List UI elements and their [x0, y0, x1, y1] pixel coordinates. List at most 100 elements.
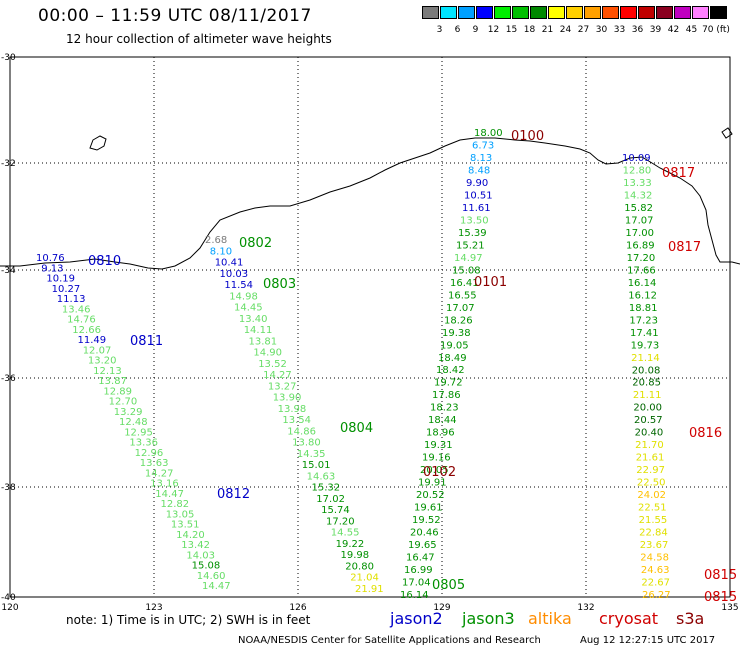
lat-lon-grid [10, 57, 730, 597]
wave-height-label: 13.20 [88, 356, 117, 367]
pass-label: 0815 [704, 590, 737, 605]
altimeter-tracks: 10.769.1310.1910.2711.1313.4614.7612.661… [36, 128, 671, 601]
pass-label: 0805 [432, 578, 465, 593]
legend-swatch [656, 6, 673, 19]
wave-height-label: 14.90 [253, 348, 282, 359]
wave-height-label: 10.41 [215, 258, 244, 269]
lon-tick-label: 123 [145, 603, 162, 613]
wave-height-label: 13.27 [268, 381, 297, 392]
legend-label: 9 [472, 25, 479, 35]
wave-height-label: 17.04 [402, 578, 431, 589]
wave-height-label: 21.70 [635, 440, 664, 451]
lat-tick-label: -32 [1, 159, 16, 169]
pass-label: 0102 [423, 465, 456, 480]
wave-height-label: 20.08 [632, 365, 661, 376]
wave-height-label: 18.00 [474, 128, 503, 139]
wave-height-label: 12.95 [124, 427, 153, 438]
wave-height-label: 21.61 [636, 453, 665, 464]
wave-height-label: 12.66 [72, 325, 101, 336]
wave-height-label: 21.14 [631, 353, 660, 364]
wave-height-label: 10.76 [36, 253, 65, 264]
wave-height-label: 21.04 [350, 573, 379, 584]
satellite-name-jason3: jason3 [462, 609, 515, 628]
wave-height-label: 12.70 [109, 397, 138, 408]
pass-label: 0803 [263, 277, 296, 292]
wave-height-label: 18.42 [436, 365, 465, 376]
wave-height-label: 20.46 [410, 528, 439, 539]
wave-height-label: 16.47 [406, 553, 435, 564]
map-title: 00:00 – 11:59 UTC 08/11/2017 [38, 6, 312, 26]
wave-height-label: 8.10 [210, 246, 232, 257]
wave-height-label: 10.03 [220, 269, 249, 280]
wave-height-label: 14.47 [155, 489, 184, 500]
wave-height-label: 13.33 [623, 178, 652, 189]
legend-swatch [422, 6, 439, 19]
legend-swatch [458, 6, 475, 19]
wave-height-label: 22.50 [637, 478, 666, 489]
wave-height-label: 26.27 [642, 590, 671, 601]
legend-label: 15 [505, 25, 518, 35]
legend-label: 18 [523, 25, 536, 35]
wave-height-label: 8.48 [468, 166, 490, 177]
legend-swatch [674, 6, 691, 19]
wave-height-label: 11.13 [57, 294, 86, 305]
wave-height-label: 16.89 [626, 240, 655, 251]
legend-swatch [566, 6, 583, 19]
legend-label: 30 [595, 25, 608, 35]
wave-height-label: 18.49 [438, 353, 467, 364]
wave-height-label: 14.63 [307, 471, 336, 482]
wave-height-label: 11.61 [462, 203, 491, 214]
lon-tick-label: 129 [433, 603, 450, 613]
wave-height-label: 18.81 [629, 303, 658, 314]
wave-height-label: 13.05 [166, 509, 195, 520]
legend-swatch [440, 6, 457, 19]
wave-height-label: 14.47 [202, 581, 231, 592]
wave-height-label: 14.60 [197, 571, 226, 582]
legend-swatch [530, 6, 547, 19]
pass-label: 0804 [340, 421, 373, 436]
legend-label: 45 [685, 25, 698, 35]
track-jason3-0802: 2.688.1010.4110.0311.5414.9814.4513.4014… [205, 235, 384, 595]
wave-height-label: 13.98 [278, 404, 307, 415]
island-coastline [89, 135, 107, 151]
lon-tick-label: 120 [1, 603, 18, 613]
lat-tick-label: -30 [1, 53, 16, 63]
wave-height-label: 24.63 [641, 565, 670, 576]
wave-height-label: 19.31 [424, 440, 453, 451]
wave-height-label: 13.51 [171, 520, 200, 531]
legend-label: 24 [559, 25, 572, 35]
wave-height-label: 14.32 [624, 191, 653, 202]
wave-height-label: 16.14 [628, 278, 657, 289]
wave-height-label: 20.85 [632, 378, 661, 389]
wave-height-label: 17.07 [446, 303, 475, 314]
wave-height-label: 22.84 [639, 528, 668, 539]
pass-label: 0811 [130, 334, 163, 349]
satellite-name-altika: altika [528, 609, 572, 628]
legend-swatch [692, 6, 709, 19]
wave-height-label: 14.03 [186, 550, 215, 561]
legend-swatch [602, 6, 619, 19]
wave-height-label: 14.27 [263, 370, 292, 381]
wave-height-label: 6.73 [472, 141, 494, 152]
pass-label: 0812 [217, 487, 250, 502]
wave-height-label: 19.38 [442, 328, 471, 339]
wave-height-label: 15.08 [192, 561, 221, 572]
wave-height-label: 19.72 [434, 378, 463, 389]
pass-label: 0100 [511, 129, 544, 144]
wave-height-label: 17.02 [316, 494, 345, 505]
lat-tick-label: -34 [1, 266, 16, 276]
legend-swatch [584, 6, 601, 19]
wave-height-label: 24.58 [640, 553, 669, 564]
track-jason2-0810: 10.769.1310.1910.2711.1313.4614.7612.661… [36, 253, 231, 592]
wave-height-label: 17.41 [630, 328, 659, 339]
wave-height-label: 17.66 [627, 265, 656, 276]
wave-height-label: 10.19 [46, 274, 75, 285]
wave-height-label: 21.55 [639, 515, 668, 526]
wave-height-label: 15.01 [302, 460, 331, 471]
wave-height-label: 22.51 [638, 503, 667, 514]
wave-height-label: 22.67 [641, 578, 670, 589]
wave-height-label: 12.07 [83, 345, 112, 356]
australia-coastline [0, 137, 740, 270]
